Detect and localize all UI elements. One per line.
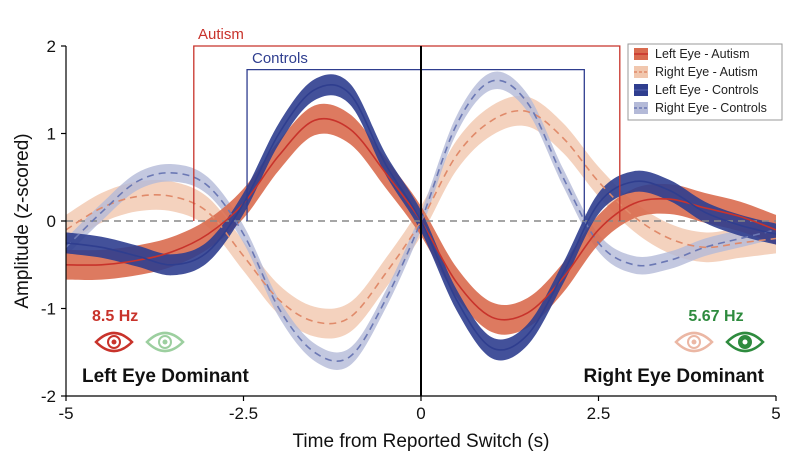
- eye-icon-left-dominant: [94, 331, 134, 353]
- window-label-controls: Controls: [252, 50, 308, 67]
- y-tick-label: 1: [47, 125, 56, 144]
- legend-item-left-eye-autism: Left Eye - Autism: [634, 47, 749, 61]
- y-tick-label: -1: [41, 300, 56, 319]
- left-hz-label: 8.5 Hz: [92, 308, 138, 325]
- right-eye-dominant-label: Right Eye Dominant: [583, 366, 764, 387]
- x-tick-label: 5: [771, 404, 780, 423]
- time-windows: [193, 45, 621, 221]
- left-eye-dominant-label: Left Eye Dominant: [82, 366, 249, 387]
- legend-label-left-eye-autism: Left Eye - Autism: [655, 47, 749, 61]
- legend-item-left-eye-controls: Left Eye - Controls: [634, 83, 759, 97]
- y-tick-label: 0: [47, 212, 56, 231]
- window-bracket-controls: [246, 68, 585, 221]
- axes: -5 -2.5 0 2.5 5 -2 -1 0 1 2: [41, 37, 781, 423]
- eye-icon-right-dominant: [725, 331, 765, 353]
- legend: Left Eye - Autism Right Eye - Autism Lef…: [627, 43, 783, 121]
- legend-box: [627, 43, 783, 121]
- window-label-autism: Autism: [198, 26, 244, 43]
- right-hz-label: 5.67 Hz: [688, 308, 743, 325]
- window-bracket-autism: [193, 45, 621, 221]
- line-right-eye-autism: [66, 109, 776, 325]
- eye-icon-left-faded: [145, 331, 185, 353]
- x-tick-label: -2.5: [229, 404, 258, 423]
- y-tick-label: -2: [41, 387, 56, 406]
- x-tick-label: 2.5: [587, 404, 611, 423]
- legend-label-right-eye-controls: Right Eye - Controls: [655, 101, 767, 115]
- legend-label-right-eye-autism: Right Eye - Autism: [655, 65, 758, 79]
- x-tick-label: 0: [416, 404, 425, 423]
- eye-icon-right-faded: [674, 331, 714, 353]
- legend-item-right-eye-controls: Right Eye - Controls: [634, 101, 767, 115]
- x-tick-label: -5: [58, 404, 73, 423]
- legend-label-left-eye-controls: Left Eye - Controls: [655, 83, 759, 97]
- y-axis-label: Amplitude (z-scored): [12, 133, 33, 308]
- x-axis-label: Time from Reported Switch (s): [293, 431, 550, 452]
- y-tick-label: 2: [47, 37, 56, 56]
- legend-item-right-eye-autism: Right Eye - Autism: [634, 65, 758, 79]
